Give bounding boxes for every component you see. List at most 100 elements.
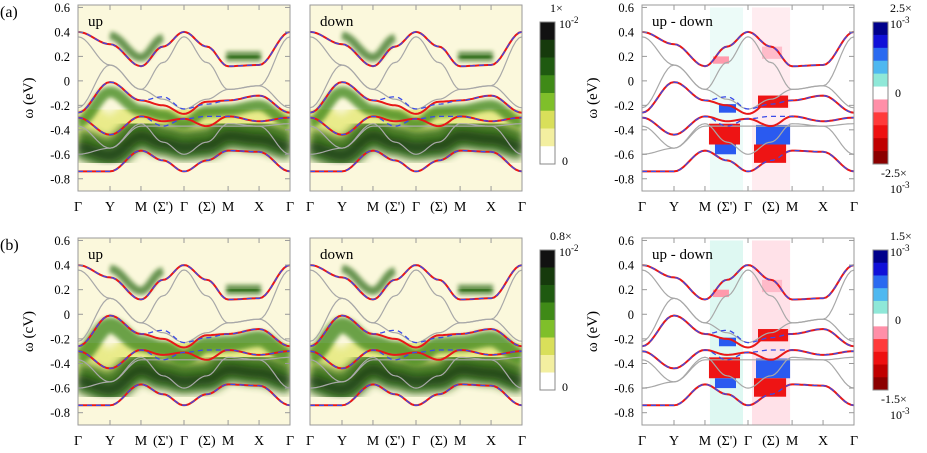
colorbar-step (540, 267, 555, 286)
heatmap-background (642, 238, 854, 425)
x-tick-label: (Σ) (430, 200, 448, 215)
x-tick-label: Γ (286, 434, 294, 449)
x-tick-label: M (222, 200, 235, 215)
difference-block (708, 123, 740, 145)
x-tick-label: Y (105, 434, 115, 449)
colorbar-step (873, 47, 888, 62)
gray-band-3 (641, 356, 855, 389)
x-tick-label: Y (337, 434, 347, 449)
x-tick-label: (Σ') (153, 434, 173, 449)
blue-dashed-band-0 (77, 31, 291, 67)
x-tick-label: Γ (306, 434, 314, 449)
colorbar-step (873, 339, 888, 353)
blue-dashed-band-2 (641, 349, 855, 370)
y-tick-label: 0.6 (618, 234, 634, 248)
colorbar-min-label: 0 (562, 154, 568, 168)
colorbar-max-mantissa: 0.8× (550, 229, 572, 243)
x-tick-label: Y (669, 434, 679, 449)
x-tick-label: (Σ) (198, 434, 216, 449)
colorbar-step (873, 22, 888, 36)
y-tick-label: -0.8 (50, 172, 70, 186)
panel-1: down Γ Y M (Σ') Γ (Σ) M X Γ (306, 237, 526, 449)
x-tick-label: X (254, 434, 264, 449)
y-tick-label: 0.4 (618, 25, 634, 39)
y-axis-label: ω (eV) (585, 77, 601, 118)
panel-title: up (88, 247, 103, 263)
blue-dashed-band-1 (77, 314, 291, 347)
x-tick-label: M (367, 434, 380, 449)
colorbar-step (540, 57, 555, 76)
colorbar-step (873, 151, 888, 165)
x-tick-label: Γ (286, 200, 294, 215)
x-tick-label: Γ (850, 200, 858, 215)
colorbar-step (873, 364, 888, 378)
y-tick-label: -0.2 (614, 332, 634, 346)
colorbar-step (873, 288, 888, 302)
y-tick-label: -0.4 (614, 357, 635, 371)
colorbar-step (540, 93, 555, 112)
heat-band (458, 51, 494, 62)
x-tick-label: Γ (518, 200, 526, 215)
colorbar-max-exponent: -3 (902, 243, 910, 253)
blue-dashed-band-3 (310, 149, 523, 173)
colorbar-step (873, 112, 888, 126)
colorbar-max-exponent: -2 (571, 15, 579, 25)
x-tick-label: (Σ') (717, 200, 737, 215)
blue-dashed-band-3 (642, 149, 855, 173)
heat-band (226, 284, 262, 295)
panel-0: up Γ Y M (Σ') Γ (Σ) M X Γ 0.6 0.4 0.2 0 -0.2 -0.4 -0.6 -0… (21, 1, 294, 215)
colorbar-step (540, 355, 555, 373)
x-tick-label: X (818, 434, 828, 449)
colorbar-step (540, 320, 555, 338)
heatmap (310, 5, 522, 191)
colorbar-step (873, 250, 888, 264)
colorbar-frame (539, 249, 556, 391)
y-tick-label: 0.4 (618, 259, 634, 273)
heatmap (310, 238, 522, 425)
colorbar-min-base: 10-3 (890, 406, 910, 422)
y-tick-label: 0 (64, 308, 70, 322)
panel-1: down Γ Y M (Σ') Γ (Σ) M X Γ (306, 4, 526, 215)
x-tick-label: X (818, 200, 828, 215)
colorbar-step (540, 337, 555, 356)
x-tick-label: Γ (306, 200, 314, 215)
colorbar-step (540, 110, 555, 129)
heat-band (310, 130, 522, 161)
panel-title: up - down (652, 247, 713, 263)
x-tick-label: Γ (744, 434, 752, 449)
difference-block (714, 378, 736, 389)
blue-dashed-band-3 (78, 149, 291, 173)
difference-block (718, 337, 736, 347)
heatmap (78, 5, 290, 191)
y-tick-label: -0.8 (50, 406, 70, 420)
heat-band (310, 364, 522, 395)
blue-dashed-band-1 (309, 314, 523, 347)
x-tick-label: Γ (180, 434, 188, 449)
colorbar-max-mantissa: 2.5× (890, 1, 912, 15)
x-tick-label: Γ (180, 200, 188, 215)
y-tick-label: 0.2 (618, 50, 634, 64)
x-tick-label: M (367, 200, 380, 215)
colorbar-step (540, 39, 555, 58)
x-tick-label: M (222, 434, 235, 449)
y-tick-label: -0.6 (614, 382, 634, 396)
x-tick-label: M (699, 434, 712, 449)
colorbar-step (873, 86, 888, 100)
colorbar-mid-label: 0 (895, 313, 901, 327)
colorbar-step (540, 75, 555, 94)
colorbar-mid-label: 0 (895, 86, 901, 100)
heat-band (78, 364, 290, 395)
colorbar-max-base: 10-3 (890, 243, 910, 259)
y-axis-label: ω (eV) (585, 311, 601, 352)
y-tick-label: -0.4 (50, 357, 71, 371)
y-tick-label: -0.6 (50, 382, 70, 396)
y-tick-label: 0.6 (54, 1, 70, 15)
panel-0: up Γ Y M (Σ') Γ (Σ) M X Γ 0.6 0.4 0.2 0 -0.2 -0.4 -0.6 -0… (21, 234, 294, 449)
panel-title: down (320, 247, 354, 263)
x-tick-label: M (135, 434, 148, 449)
colorbar-step (873, 300, 888, 315)
colorbar-step (873, 99, 888, 113)
x-tick-label: Y (337, 200, 347, 215)
difference-block (712, 56, 729, 64)
x-tick-label: M (454, 200, 467, 215)
